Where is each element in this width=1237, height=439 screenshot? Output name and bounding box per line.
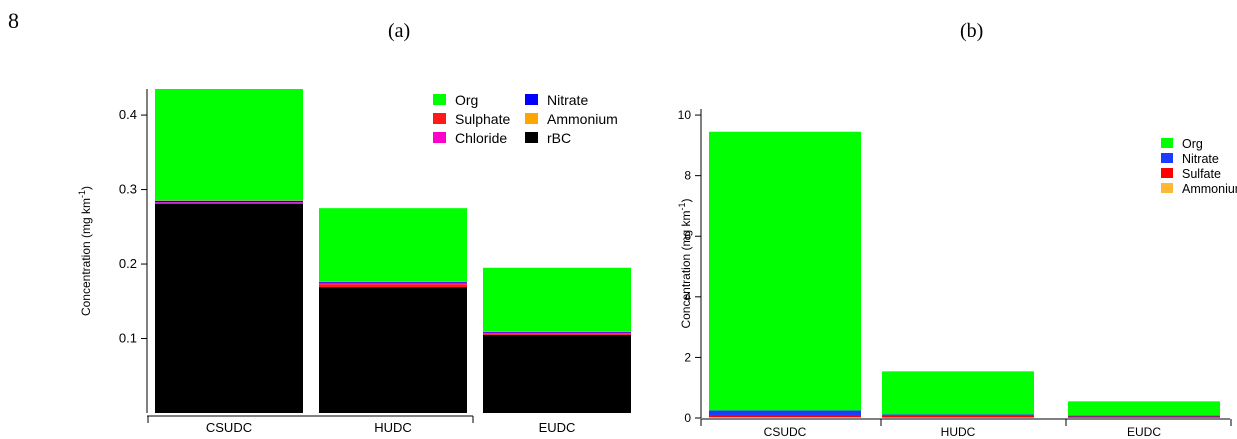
bar-rbc-hudc bbox=[319, 287, 467, 413]
bar-sulphate-hudc bbox=[319, 284, 467, 288]
bar-sulphate-csudc bbox=[155, 202, 303, 204]
legend-swatch-chloride bbox=[433, 132, 446, 143]
legend-label-org: Org bbox=[455, 92, 478, 108]
y-tick-label: 4 bbox=[684, 290, 691, 304]
x-tick-label: CSUDC bbox=[206, 420, 252, 435]
bar-chloride-csudc bbox=[155, 202, 303, 203]
legend-label-sulfate: Sulfate bbox=[1182, 167, 1221, 181]
x-tick-label: CSUDC bbox=[764, 425, 807, 439]
bar-rbc-eudc bbox=[483, 334, 631, 413]
bar-org-csudc bbox=[709, 131, 861, 411]
legend-label-ammonium: Ammonium bbox=[1182, 182, 1237, 196]
bar-org-eudc bbox=[1068, 401, 1220, 416]
bar-sulfate-eudc bbox=[1068, 416, 1220, 418]
legend-label-org: Org bbox=[1182, 137, 1203, 151]
legend-swatch-sulfate bbox=[1161, 168, 1173, 178]
y-tick-label: 8 bbox=[684, 169, 691, 183]
y-tick-label: 0.2 bbox=[119, 256, 137, 271]
bar-nitrate-eudc bbox=[483, 331, 631, 333]
bar-org-hudc bbox=[319, 208, 467, 282]
legend-label-sulphate: Sulphate bbox=[455, 111, 510, 127]
x-tick-label: HUDC bbox=[374, 420, 412, 435]
y-tick-label: 10 bbox=[678, 108, 692, 122]
legend-swatch-org bbox=[1161, 138, 1173, 148]
x-tick-label: EUDC bbox=[1127, 425, 1161, 439]
legend-label-nitrate: Nitrate bbox=[1182, 152, 1219, 166]
bar-nitrate-eudc bbox=[1068, 415, 1220, 417]
bar-chloride-hudc bbox=[319, 282, 467, 285]
bar-org-eudc bbox=[483, 267, 631, 332]
legend-swatch-ammonium bbox=[525, 113, 538, 124]
y-tick-label: 0.1 bbox=[119, 331, 137, 346]
bar-nitrate-csudc bbox=[709, 410, 861, 415]
bar-ammonium-csudc bbox=[709, 417, 861, 418]
bar-ammonium-hudc bbox=[882, 417, 1034, 418]
bar-org-hudc bbox=[882, 371, 1034, 415]
bar-sulfate-csudc bbox=[709, 414, 861, 418]
bar-nitrate-csudc bbox=[155, 200, 303, 203]
y-tick-label: 0.3 bbox=[119, 182, 137, 197]
legend-swatch-nitrate bbox=[525, 94, 538, 105]
y-tick-label: 0.4 bbox=[119, 107, 137, 122]
legend-label-chloride: Chloride bbox=[455, 130, 507, 146]
y-tick-label: 2 bbox=[684, 350, 691, 364]
y-tick-label: 0 bbox=[684, 411, 691, 425]
legend-swatch-ammonium bbox=[1161, 183, 1173, 193]
y-axis-label: Concentration (mg km-1) bbox=[677, 198, 693, 328]
bar-rbc-csudc bbox=[155, 203, 303, 413]
panel-label-a: (a) bbox=[388, 20, 411, 42]
x-tick-label: EUDC bbox=[539, 420, 576, 435]
bar-sulphate-eudc bbox=[483, 333, 631, 335]
bar-sulfate-hudc bbox=[882, 415, 1034, 418]
panel-label-b: (b) bbox=[960, 20, 984, 42]
bar-org-csudc bbox=[155, 89, 303, 201]
bar-chloride-eudc bbox=[483, 332, 631, 334]
legend-swatch-sulphate bbox=[433, 113, 446, 124]
legend-label-ammonium: Ammonium bbox=[547, 111, 618, 127]
y-axis-label: Concentration (mg km-1) bbox=[77, 186, 93, 316]
bar-nitrate-hudc bbox=[319, 281, 467, 283]
legend-swatch-rbc bbox=[525, 132, 538, 143]
bar-nitrate-hudc bbox=[882, 414, 1034, 416]
legend-label-rbc: rBC bbox=[547, 130, 571, 146]
legend-label-nitrate: Nitrate bbox=[547, 92, 588, 108]
y-tick-label: 6 bbox=[684, 229, 691, 243]
legend-swatch-org bbox=[433, 94, 446, 105]
legend-swatch-nitrate bbox=[1161, 153, 1173, 163]
x-tick-label: HUDC bbox=[941, 425, 976, 439]
page-number: 8 bbox=[8, 8, 19, 33]
